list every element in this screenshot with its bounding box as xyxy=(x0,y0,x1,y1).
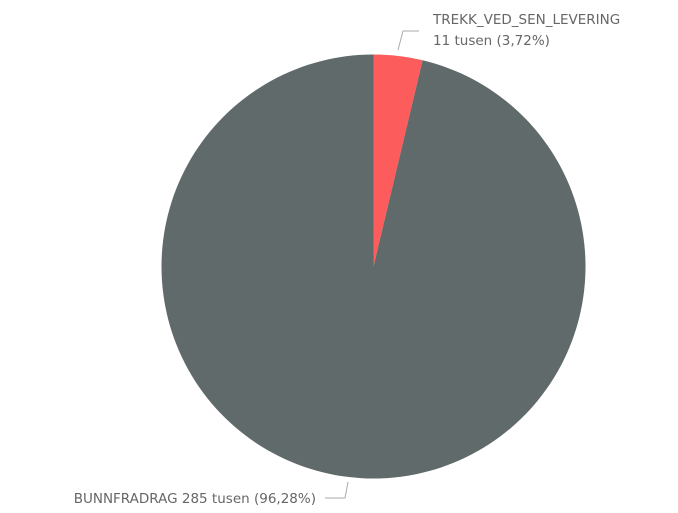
slice-value-bunnfradrag: 285 tusen xyxy=(182,491,250,507)
leader-line-bunnfradrag xyxy=(325,481,349,499)
slice-label-trekk-name: TREKK_VED_SEN_LEVERING xyxy=(432,12,620,28)
slice-percent-trekk: (3,72%) xyxy=(497,33,550,49)
pie-slice-bunnfradrag xyxy=(161,54,586,479)
pie-slice-trekk-ved-sen-levering xyxy=(373,54,423,267)
leader-line-trekk xyxy=(397,30,419,51)
slice-name-bunnfradrag: BUNNFRADRAG xyxy=(74,491,178,507)
slice-label-bunnfradrag: BUNNFRADRAG 285 tusen (96,28%) xyxy=(74,491,316,507)
slice-percent-bunnfradrag: (96,28%) xyxy=(254,491,316,507)
slice-label-trekk-value: 11 tusen (3,72%) xyxy=(433,33,550,49)
slice-value-trekk: 11 tusen xyxy=(433,33,492,49)
pie-slices xyxy=(161,54,586,479)
